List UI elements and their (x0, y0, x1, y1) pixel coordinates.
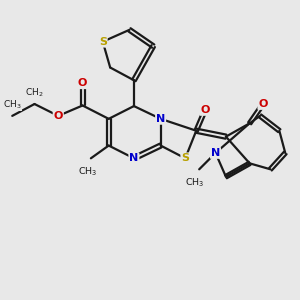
Text: S: S (99, 37, 107, 47)
Text: CH$_3$: CH$_3$ (185, 177, 205, 189)
Text: O: O (78, 78, 87, 88)
Text: CH$_3$: CH$_3$ (3, 98, 22, 110)
Text: N: N (156, 114, 165, 124)
Text: O: O (258, 99, 268, 109)
Text: S: S (181, 153, 189, 163)
Text: CH$_3$: CH$_3$ (78, 166, 98, 178)
Text: O: O (200, 105, 210, 115)
Text: N: N (211, 148, 220, 158)
Text: CH$_2$: CH$_2$ (25, 86, 44, 99)
Text: N: N (129, 153, 139, 163)
Text: O: O (54, 111, 63, 121)
